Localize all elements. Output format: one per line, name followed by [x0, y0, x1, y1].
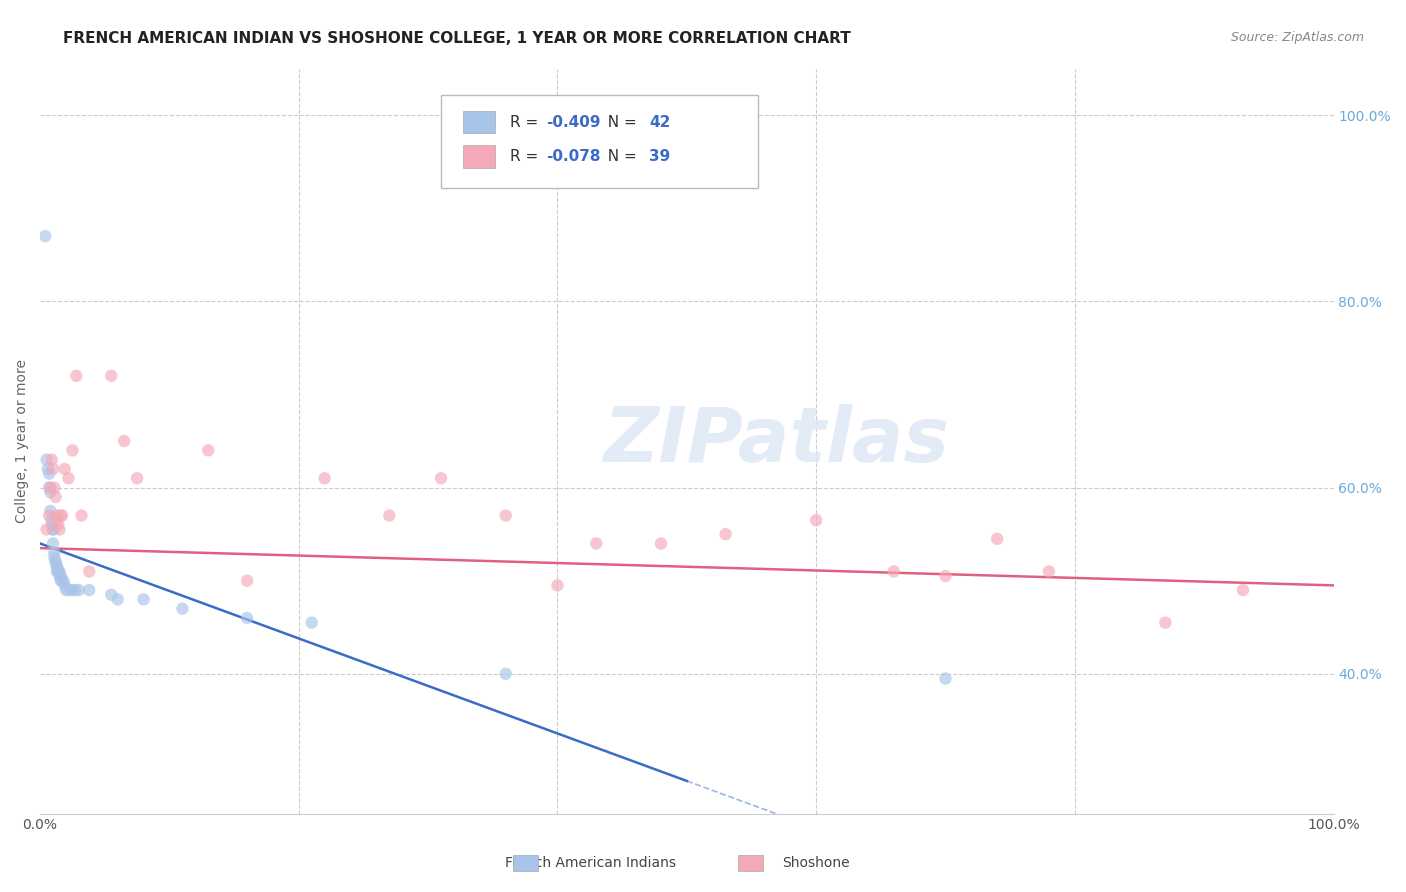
- Point: [236, 611, 259, 625]
- Point: [53, 578, 76, 592]
- Point: [58, 582, 80, 597]
- Text: 39: 39: [650, 149, 671, 164]
- Point: [62, 582, 84, 597]
- Point: [650, 536, 672, 550]
- Point: [301, 615, 323, 630]
- Point: [38, 467, 60, 481]
- Point: [41, 517, 63, 532]
- Point: [45, 513, 67, 527]
- Point: [45, 555, 67, 569]
- Point: [49, 569, 72, 583]
- Text: French American Indians: French American Indians: [505, 855, 676, 870]
- Point: [986, 532, 1008, 546]
- Point: [55, 582, 77, 597]
- Point: [1038, 565, 1060, 579]
- Point: [197, 443, 219, 458]
- Point: [48, 565, 70, 579]
- Point: [58, 471, 80, 485]
- Text: -0.078: -0.078: [546, 149, 600, 164]
- Text: N =: N =: [598, 115, 641, 129]
- Point: [51, 574, 73, 588]
- Text: R =: R =: [509, 149, 543, 164]
- Point: [172, 601, 194, 615]
- Point: [49, 508, 72, 523]
- Point: [46, 517, 69, 532]
- Text: R =: R =: [509, 115, 543, 129]
- FancyBboxPatch shape: [441, 95, 758, 187]
- Point: [77, 582, 100, 597]
- Point: [45, 565, 67, 579]
- Point: [63, 582, 86, 597]
- Text: Shoshone: Shoshone: [782, 855, 849, 870]
- Point: [112, 434, 135, 448]
- Point: [41, 513, 63, 527]
- Point: [48, 569, 70, 583]
- Point: [42, 462, 65, 476]
- Y-axis label: College, 1 year or more: College, 1 year or more: [15, 359, 30, 523]
- Point: [132, 592, 155, 607]
- Text: ZIPatlas: ZIPatlas: [605, 404, 950, 478]
- Point: [53, 462, 76, 476]
- Point: [67, 582, 90, 597]
- Point: [35, 523, 58, 537]
- Point: [51, 508, 73, 523]
- Point: [934, 569, 956, 583]
- Text: N =: N =: [598, 149, 641, 164]
- Text: -0.409: -0.409: [546, 115, 600, 129]
- Point: [39, 485, 62, 500]
- Point: [34, 229, 56, 244]
- Point: [495, 666, 517, 681]
- Point: [49, 574, 72, 588]
- Text: 42: 42: [650, 115, 671, 129]
- Point: [883, 565, 905, 579]
- Point: [65, 368, 87, 383]
- Point: [314, 471, 336, 485]
- Point: [1154, 615, 1177, 630]
- Point: [42, 523, 65, 537]
- Point: [44, 546, 66, 560]
- Point: [236, 574, 259, 588]
- FancyBboxPatch shape: [463, 111, 495, 133]
- Point: [35, 452, 58, 467]
- Point: [42, 523, 65, 537]
- Point: [39, 504, 62, 518]
- Point: [378, 508, 401, 523]
- Point: [39, 481, 62, 495]
- Point: [42, 536, 65, 550]
- Point: [127, 471, 149, 485]
- FancyBboxPatch shape: [463, 145, 495, 168]
- Point: [934, 672, 956, 686]
- Point: [100, 588, 122, 602]
- Point: [70, 508, 93, 523]
- Point: [107, 592, 129, 607]
- Point: [46, 565, 69, 579]
- Point: [38, 508, 60, 523]
- Point: [62, 443, 84, 458]
- Point: [714, 527, 737, 541]
- Point: [77, 565, 100, 579]
- Point: [585, 536, 607, 550]
- Point: [1232, 582, 1254, 597]
- Point: [38, 481, 60, 495]
- Point: [48, 523, 70, 537]
- Point: [495, 508, 517, 523]
- Point: [37, 462, 59, 476]
- Point: [45, 555, 67, 569]
- Point: [45, 490, 67, 504]
- Point: [45, 559, 67, 574]
- Point: [430, 471, 453, 485]
- Point: [41, 452, 63, 467]
- Text: FRENCH AMERICAN INDIAN VS SHOSHONE COLLEGE, 1 YEAR OR MORE CORRELATION CHART: FRENCH AMERICAN INDIAN VS SHOSHONE COLLE…: [63, 31, 851, 46]
- Point: [44, 550, 66, 565]
- Point: [45, 508, 67, 523]
- Point: [44, 481, 66, 495]
- Point: [100, 368, 122, 383]
- Point: [52, 574, 75, 588]
- Text: Source: ZipAtlas.com: Source: ZipAtlas.com: [1230, 31, 1364, 45]
- Point: [804, 513, 827, 527]
- Point: [45, 559, 67, 574]
- Point: [546, 578, 568, 592]
- Point: [46, 565, 69, 579]
